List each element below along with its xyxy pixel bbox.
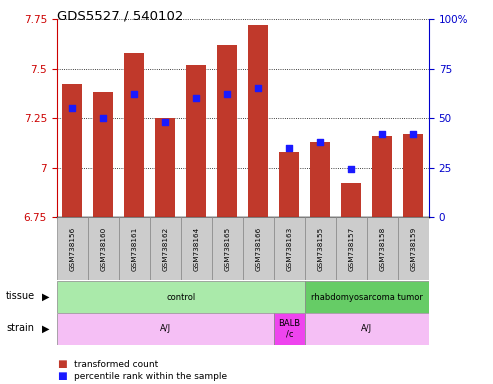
Bar [398,217,429,280]
Bar [186,65,207,217]
Point [317,139,324,145]
Bar [336,217,367,280]
Bar [372,136,392,217]
Bar [367,217,398,280]
Bar [243,217,274,280]
Point [161,119,169,125]
Bar [403,134,423,217]
Bar [119,217,150,280]
Bar [279,152,299,217]
Bar [57,313,274,345]
Bar [248,25,268,217]
Text: percentile rank within the sample: percentile rank within the sample [74,372,227,381]
Bar [341,183,361,217]
Text: GSM738163: GSM738163 [286,227,292,271]
Bar [57,281,305,313]
Text: A/J: A/J [361,324,372,333]
Point [99,115,107,121]
Bar [305,281,429,313]
Text: strain: strain [6,323,34,333]
Text: BALB
/c: BALB /c [278,319,300,339]
Bar [62,84,82,217]
Point [192,95,200,101]
Text: GSM738157: GSM738157 [349,227,354,271]
Text: GSM738164: GSM738164 [193,227,199,271]
Text: GSM738166: GSM738166 [255,227,261,271]
Point [285,145,293,151]
Point [348,166,355,172]
Bar [150,217,181,280]
Bar [217,45,237,217]
Bar [305,313,429,345]
Point [68,105,76,111]
Text: ▶: ▶ [42,291,50,301]
Bar [93,93,113,217]
Text: ▶: ▶ [42,323,50,333]
Bar [274,313,305,345]
Text: GSM738155: GSM738155 [317,227,323,271]
Bar [310,142,330,217]
Bar [57,217,88,280]
Text: tissue: tissue [6,291,35,301]
Text: transformed count: transformed count [74,359,158,369]
Bar [88,217,119,280]
Text: rhabdomyosarcoma tumor: rhabdomyosarcoma tumor [311,293,423,301]
Point [254,85,262,91]
Text: GDS5527 / 540102: GDS5527 / 540102 [57,10,183,23]
Text: control: control [166,293,195,301]
Text: ■: ■ [57,371,67,381]
Bar [212,217,243,280]
Point [379,131,387,137]
Bar [305,217,336,280]
Point [130,91,138,98]
Text: GSM738165: GSM738165 [224,227,230,271]
Text: A/J: A/J [160,324,171,333]
Bar [181,217,212,280]
Text: GSM738156: GSM738156 [69,227,75,271]
Bar [124,53,144,217]
Point [410,131,418,137]
Text: GSM738158: GSM738158 [380,227,386,271]
Bar [155,118,176,217]
Text: GSM738161: GSM738161 [131,227,137,271]
Text: GSM738162: GSM738162 [162,227,168,271]
Text: ■: ■ [57,359,67,369]
Text: GSM738159: GSM738159 [410,227,417,271]
Point [223,91,231,98]
Bar [274,217,305,280]
Text: GSM738160: GSM738160 [100,227,106,271]
